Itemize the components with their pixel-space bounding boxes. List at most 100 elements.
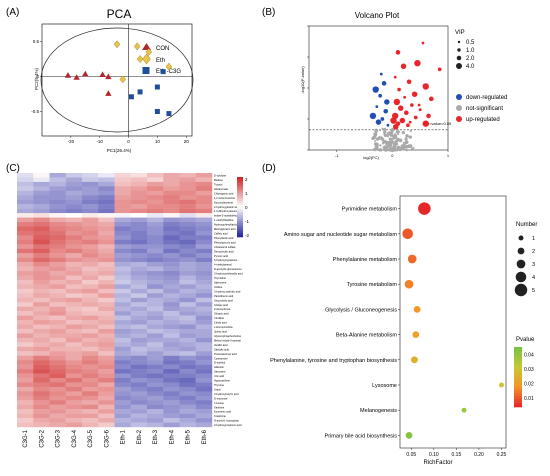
heatmap-cell: [49, 204, 66, 209]
heatmap-cell: [114, 400, 131, 405]
heatmap-cell: [147, 262, 164, 267]
heatmap-cell: [147, 337, 164, 343]
pca-legend-label-eth-c3g: Eth -C3G: [156, 69, 181, 75]
heatmap-cell: [65, 369, 83, 374]
bubble-pathway-label: Pyrimidine metabolism: [342, 207, 398, 213]
heatmap-cell: [163, 199, 180, 205]
heatmap-cell: [98, 271, 115, 276]
heatmap-cell: [17, 386, 34, 392]
heatmap-cell: [33, 337, 50, 343]
heatmap-cell: [33, 333, 50, 339]
heatmap-cell: [82, 186, 99, 192]
pca-point-con: [82, 70, 89, 77]
heatmap-row-label: Deoxycholic acid: [214, 249, 234, 253]
heatmap-cell: [82, 288, 99, 294]
heatmap-cell: [195, 328, 213, 334]
heatmap-cell: [98, 355, 115, 361]
heatmap-cell: [33, 306, 50, 312]
heatmap-cell: [33, 395, 50, 401]
heatmap-cell: [114, 324, 131, 330]
bubble-colorbar-tick-label: 0.04: [524, 352, 534, 358]
volcano-point-not-significant: [373, 142, 377, 146]
heatmap-cell: [65, 306, 83, 312]
heatmap-cell: [49, 288, 66, 294]
heatmap-cell: [179, 391, 196, 397]
bubble-colorbar-tick-label: 0.01: [524, 396, 534, 402]
volcano-point-not-significant: [381, 142, 385, 145]
heatmap-colorbar-segment: [237, 187, 243, 190]
heatmap-cell: [98, 337, 115, 343]
heatmap-cell: [147, 400, 164, 405]
heatmap-cell: [65, 377, 83, 383]
heatmap-cell: [130, 395, 148, 401]
heatmap-cell: [179, 244, 196, 249]
heatmap-cell: [82, 195, 99, 200]
volcano-point-not-significant: [385, 142, 388, 146]
heatmap-cell: [65, 204, 83, 209]
heatmap-cell: [98, 395, 115, 401]
heatmap-cell: [33, 244, 50, 249]
heatmap-cell: [179, 315, 196, 321]
pca-x-tick-label: -20: [68, 139, 75, 144]
heatmap-cell: [195, 279, 213, 285]
heatmap-cell: [130, 373, 148, 379]
heatmap-cell: [33, 360, 50, 365]
heatmap-row-label: Glycocholic acid: [214, 298, 233, 302]
heatmap-row-label: Thymidine: [214, 276, 227, 280]
panel-label-b: (B): [262, 7, 275, 18]
heatmap-cell: [163, 395, 180, 401]
heatmap-cell: [114, 217, 131, 223]
heatmap-cell: [147, 239, 164, 245]
volcano-point-up-regulated: [397, 105, 404, 111]
heatmap-colorbar-segment: [237, 195, 243, 198]
heatmap-colorbar-segment: [237, 203, 243, 206]
heatmap-cell: [163, 279, 180, 285]
volcano-point-not-significant: [383, 140, 386, 143]
volcano-point-up-regulated: [408, 120, 412, 124]
heatmap-cell: [49, 279, 66, 285]
heatmap-row-label: 2-hydroxyglutaric acid: [214, 205, 240, 209]
heatmap-cell: [130, 386, 148, 392]
volcano-point-down-regulated: [380, 117, 385, 121]
heatmap-cell: [114, 386, 131, 392]
heatmap-cell: [65, 288, 83, 294]
heatmap-row-label: Sarcosine: [214, 370, 226, 374]
heatmap-cell: [147, 306, 164, 312]
heatmap-cell: [195, 320, 213, 325]
heatmap-cell: [130, 351, 148, 356]
heatmap-cell: [49, 306, 66, 312]
heatmap-cell: [179, 248, 196, 254]
heatmap-cell: [179, 337, 196, 343]
heatmap-cell: [179, 364, 196, 370]
heatmap-cell: [17, 244, 34, 249]
heatmap-cell: [114, 271, 131, 276]
heatmap-colorbar-segment: [237, 213, 243, 216]
heatmap-cell: [82, 324, 99, 330]
heatmap-cell: [147, 199, 164, 205]
heatmap-cell: [65, 364, 83, 370]
heatmap-cell: [130, 222, 148, 227]
pca-y-tick-label: -0.5: [31, 109, 39, 114]
heatmap-cell: [114, 204, 131, 209]
heatmap-cell: [49, 413, 66, 419]
heatmap-cell: [65, 413, 83, 419]
heatmap-cell: [179, 195, 196, 200]
pca-point-eth: [165, 62, 173, 71]
bubble-colorbar-segment: [514, 399, 522, 402]
heatmap-cell: [65, 222, 83, 227]
heatmap-cell: [114, 369, 131, 374]
pca-point-eth-c3g: [154, 109, 160, 114]
volcano-chart: Volcano Plot log2(FC) -log10(P-value) p=…: [300, 11, 507, 160]
heatmap-cell: [195, 369, 213, 374]
heatmap-cell: [195, 373, 213, 379]
heatmap-cell: [82, 342, 99, 347]
pca-legend-label-con: CON: [156, 46, 169, 52]
heatmap-row-label: Citrulline: [214, 316, 225, 320]
volcano-point-up-regulated: [429, 96, 434, 102]
heatmap-cell: [195, 293, 213, 298]
heatmap-cell: [98, 173, 115, 178]
heatmap-cell: [33, 186, 50, 192]
heatmap-cell: [114, 306, 131, 312]
bubble-size-legend-title: Number: [516, 222, 537, 228]
heatmap-cell: [195, 342, 213, 347]
